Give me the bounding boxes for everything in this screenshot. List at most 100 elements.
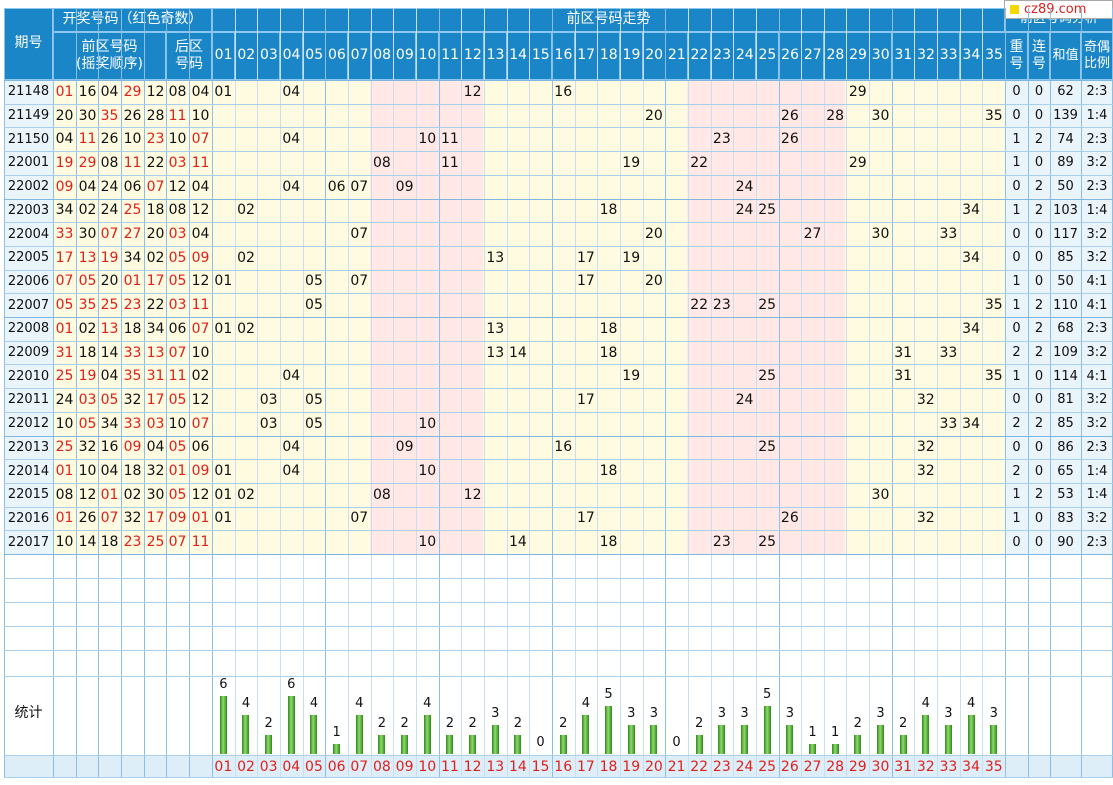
- bar-value-label-03: 2: [264, 715, 273, 731]
- grid-hline: [4, 269, 1113, 271]
- trend-mark: 33: [939, 344, 958, 361]
- bar-category-label-14: 14: [508, 758, 527, 775]
- consec-cell: 0: [1034, 84, 1044, 100]
- trend-mark: 18: [599, 202, 618, 219]
- grid-vline: [778, 8, 780, 777]
- consec-cell: 0: [1034, 463, 1044, 479]
- bar-32: [922, 715, 930, 754]
- front-number: 25: [100, 297, 119, 314]
- grid-vline: [1050, 8, 1051, 777]
- grid-vline: [4, 8, 5, 777]
- trend-mark: 02: [237, 486, 255, 503]
- trend-mark: 18: [599, 534, 618, 551]
- back-number: 12: [168, 178, 187, 195]
- grid-hline: [4, 293, 1113, 295]
- grid-hline: [4, 777, 1113, 778]
- grid-hline: [4, 127, 1113, 129]
- trend-mark: 16: [554, 439, 573, 456]
- trend-mark: 09: [395, 439, 414, 456]
- grid-vline: [483, 8, 485, 777]
- bar-category-label-31: 31: [894, 758, 913, 775]
- back-number: 04: [191, 83, 210, 100]
- front-number: 07: [146, 178, 165, 195]
- front-number: 10: [78, 463, 97, 480]
- col-header-16: 16: [551, 32, 576, 80]
- grid-vline: [212, 8, 213, 777]
- repeat-cell: 2: [1012, 463, 1021, 479]
- header-consec-2: 号: [1032, 56, 1046, 72]
- front-number: 29: [78, 154, 97, 171]
- front-number: 12: [146, 83, 165, 100]
- front-number: 35: [123, 368, 142, 385]
- col-header-06: 06: [325, 32, 349, 80]
- front-number: 09: [55, 178, 74, 195]
- bar-27: [808, 744, 816, 754]
- front-number: 31: [55, 344, 74, 361]
- col-header-17: 17: [574, 32, 598, 80]
- bar-category-label-01: 01: [214, 758, 233, 775]
- ratio-cell: 3:2: [1086, 250, 1108, 266]
- header-ratio-2: 比例: [1083, 56, 1110, 71]
- trend-mark: 02: [237, 320, 255, 337]
- trend-mark: 04: [282, 83, 301, 100]
- trend-mark: 10: [418, 534, 437, 551]
- bar-30: [876, 724, 884, 754]
- grid-vline: [914, 8, 916, 777]
- col-header-18: 18: [597, 32, 621, 80]
- trend-mark: 35: [984, 107, 1003, 124]
- consec-cell: 0: [1034, 273, 1044, 289]
- front-number: 11: [78, 131, 97, 148]
- grid-vline: [710, 8, 712, 777]
- bar-value-label-12: 2: [468, 715, 477, 731]
- trend-mark: 25: [758, 368, 777, 385]
- sum-cell: 117: [1053, 226, 1078, 242]
- ratio-cell: 2:3: [1086, 131, 1108, 147]
- sum-cell: 139: [1053, 108, 1078, 124]
- bar-33: [944, 724, 952, 754]
- grid-vline: [982, 8, 984, 777]
- sum-cell: 74: [1057, 131, 1074, 147]
- front-number: 18: [100, 534, 119, 551]
- grid-hline: [4, 388, 1113, 390]
- bar-value-label-07: 4: [355, 696, 364, 712]
- front-number: 10: [55, 415, 74, 432]
- period-cell: 22012: [7, 416, 50, 432]
- front-number: 33: [123, 415, 142, 432]
- front-number: 03: [146, 415, 165, 432]
- bar-value-label-25: 5: [763, 686, 772, 702]
- header-front-area: 前区号码 (摇奖顺序): [53, 32, 166, 80]
- front-number: 06: [123, 178, 142, 195]
- ratio-cell: 2:3: [1086, 179, 1108, 195]
- consec-cell: 2: [1034, 131, 1044, 147]
- bar-28: [831, 744, 839, 754]
- grid-hline: [4, 602, 1113, 603]
- back-number: 12: [191, 391, 210, 408]
- col-header-26: 26: [778, 32, 802, 80]
- grid-hline: [4, 103, 1113, 105]
- bar-value-label-27: 1: [808, 725, 817, 741]
- trend-mark: 02: [237, 202, 255, 219]
- repeat-cell: 0: [1012, 534, 1021, 550]
- col-header-12: 12: [461, 32, 485, 80]
- period-cell: 22016: [7, 510, 50, 526]
- logo-square-icon: [1010, 5, 1019, 14]
- repeat-cell: 0: [1012, 321, 1021, 337]
- front-number: 28: [146, 107, 165, 124]
- front-number: 04: [55, 131, 74, 148]
- trend-mark: 12: [463, 83, 482, 100]
- bar-category-label-19: 19: [622, 758, 641, 775]
- col-header-27: 27: [801, 32, 825, 80]
- header-consec-1: 连: [1032, 38, 1046, 55]
- front-number: 17: [146, 273, 165, 290]
- period-cell: 22002: [7, 179, 50, 195]
- period-cell: 22017: [7, 534, 50, 550]
- front-number: 23: [146, 131, 165, 148]
- bar-value-label-09: 2: [400, 715, 409, 731]
- consec-cell: 2: [1034, 202, 1044, 218]
- grid-vline: [733, 8, 735, 777]
- trend-mark: 01: [214, 486, 233, 503]
- front-number: 20: [146, 226, 165, 243]
- header-ratio: 奇偶 比例: [1081, 32, 1113, 80]
- col-header-33: 33: [937, 32, 961, 80]
- trend-mark: 17: [576, 273, 595, 290]
